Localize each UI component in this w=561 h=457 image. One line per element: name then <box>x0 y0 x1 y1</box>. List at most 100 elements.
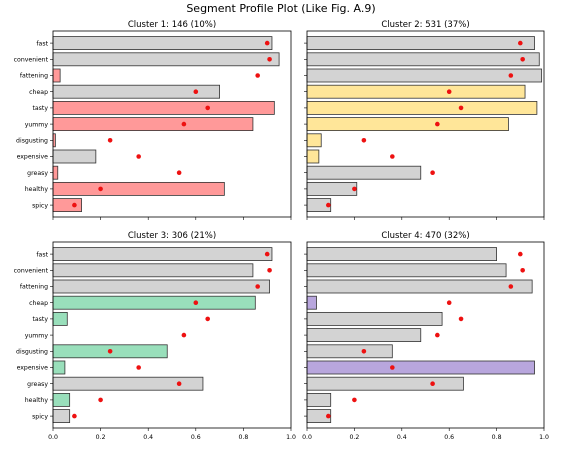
bar-cheap <box>306 295 317 310</box>
mean-marker-cheap <box>446 89 452 94</box>
cluster-panels: Cluster 1: 146 (10%) fast convenient fatten… <box>14 20 549 441</box>
mean-marker-fast <box>518 40 523 46</box>
bar-spicy <box>52 409 71 424</box>
mean-marker-expensive <box>390 154 395 159</box>
mean-marker-cheap <box>446 300 452 306</box>
bar-expensive <box>52 149 97 164</box>
mean-marker-fast <box>264 251 270 257</box>
bar-tasty <box>306 101 538 115</box>
bar-healthy <box>52 392 71 407</box>
mean-marker-healthy <box>98 397 103 403</box>
x-tick-label: 0.6 <box>444 434 454 441</box>
bar-greasy <box>52 165 59 180</box>
mean-marker-convenient <box>267 57 272 62</box>
mean-marker-fast <box>518 251 523 257</box>
y-tick-label-spicy: spicy <box>32 202 48 209</box>
y-tick-label-yummy: yummy <box>25 121 49 128</box>
bar-fast <box>52 36 273 50</box>
mean-marker-greasy <box>176 381 182 387</box>
x-tick-label: 1.0 <box>539 434 549 441</box>
bar-disgusting <box>306 133 322 148</box>
mean-marker-tasty <box>205 316 210 322</box>
mean-marker-greasy <box>176 170 182 175</box>
bar-fast <box>306 247 498 262</box>
mean-marker-yummy <box>181 121 187 127</box>
bar-convenient <box>52 263 254 278</box>
y-tick-label-convenient: convenient <box>14 268 49 275</box>
y-tick-label-tasty: tasty <box>32 316 48 323</box>
mean-marker-fast <box>264 40 270 46</box>
mean-marker-expensive <box>136 154 141 159</box>
bar-expensive <box>52 360 66 375</box>
bar-yummy <box>306 328 422 343</box>
mean-marker-tasty <box>205 105 210 111</box>
mean-marker-expensive <box>136 365 141 370</box>
mean-marker-fattening <box>255 73 260 78</box>
mean-marker-disgusting <box>361 349 367 354</box>
bar-fast <box>52 247 273 262</box>
bar-tasty <box>52 101 275 115</box>
figure-title: Segment Profile Plot (Like Fig. A.9) <box>186 2 375 15</box>
bar-fattening <box>52 279 270 294</box>
y-tick-label-fattening: fattening <box>20 73 48 80</box>
mean-marker-yummy <box>181 332 187 338</box>
bar-cheap <box>52 295 256 310</box>
y-tick-label-disgusting: disgusting <box>16 349 48 356</box>
bar-convenient <box>52 52 280 67</box>
y-tick-label-cheap: cheap <box>29 89 48 96</box>
y-tick-label-disgusting: disgusting <box>16 138 48 145</box>
bar-convenient <box>306 52 540 67</box>
mean-marker-convenient <box>520 268 525 273</box>
mean-marker-tasty <box>458 105 464 111</box>
panel-title: Cluster 4: 470 (32%) <box>381 231 469 241</box>
bar-cheap <box>306 84 526 99</box>
bar-greasy <box>306 376 464 391</box>
mean-marker-spicy <box>326 413 331 419</box>
x-tick-label: 0.4 <box>397 434 407 441</box>
bar-fattening <box>306 279 533 294</box>
y-tick-label-fast: fast <box>36 40 48 47</box>
bar-yummy <box>52 117 254 131</box>
mean-marker-convenient <box>520 57 525 62</box>
y-tick-label-healthy: healthy <box>25 186 49 193</box>
panel-frame <box>306 241 545 429</box>
mean-marker-yummy <box>435 332 440 338</box>
y-tick-label-convenient: convenient <box>14 57 49 64</box>
bar-disgusting <box>306 344 393 359</box>
x-tick-label: 0.6 <box>191 434 201 441</box>
bar-tasty <box>306 311 443 326</box>
y-tick-label-cheap: cheap <box>29 300 48 307</box>
mean-marker-healthy <box>352 186 357 192</box>
bar-expensive <box>306 149 320 164</box>
mean-marker-yummy <box>435 121 440 127</box>
cluster-panel-3: Cluster 3: 306 (21%) fast convenient fatten… <box>14 231 296 441</box>
bar-healthy <box>306 392 332 407</box>
y-tick-label-yummy: yummy <box>25 332 49 339</box>
y-tick-label-tasty: tasty <box>32 105 48 112</box>
panel-frame <box>52 30 292 218</box>
mean-marker-tasty <box>458 316 464 322</box>
x-tick-label: 1.0 <box>286 434 296 441</box>
bar-fattening <box>306 68 543 83</box>
mean-marker-greasy <box>430 170 435 175</box>
y-tick-label-spicy: spicy <box>32 413 48 420</box>
bar-fast <box>306 36 535 50</box>
mean-marker-healthy <box>98 186 103 192</box>
mean-marker-expensive <box>390 365 395 370</box>
cluster-panel-2: Cluster 2: 531 (37%) <box>304 20 545 220</box>
bar-healthy <box>52 181 225 196</box>
bar-healthy <box>306 181 358 196</box>
mean-marker-spicy <box>72 202 77 208</box>
mean-marker-disgusting <box>361 138 367 143</box>
x-tick-label: 0.4 <box>143 434 153 441</box>
y-tick-label-greasy: greasy <box>27 170 48 177</box>
mean-marker-fattening <box>508 73 514 78</box>
x-tick-label: 0.0 <box>302 434 312 441</box>
bar-expensive <box>306 360 535 375</box>
x-tick-label: 0.2 <box>349 434 359 441</box>
mean-marker-spicy <box>72 413 77 419</box>
mean-marker-healthy <box>352 397 357 403</box>
bar-greasy <box>306 165 422 180</box>
cluster-panel-1: Cluster 1: 146 (10%) fast convenient fatten… <box>14 20 292 220</box>
y-tick-label-fast: fast <box>36 251 48 258</box>
